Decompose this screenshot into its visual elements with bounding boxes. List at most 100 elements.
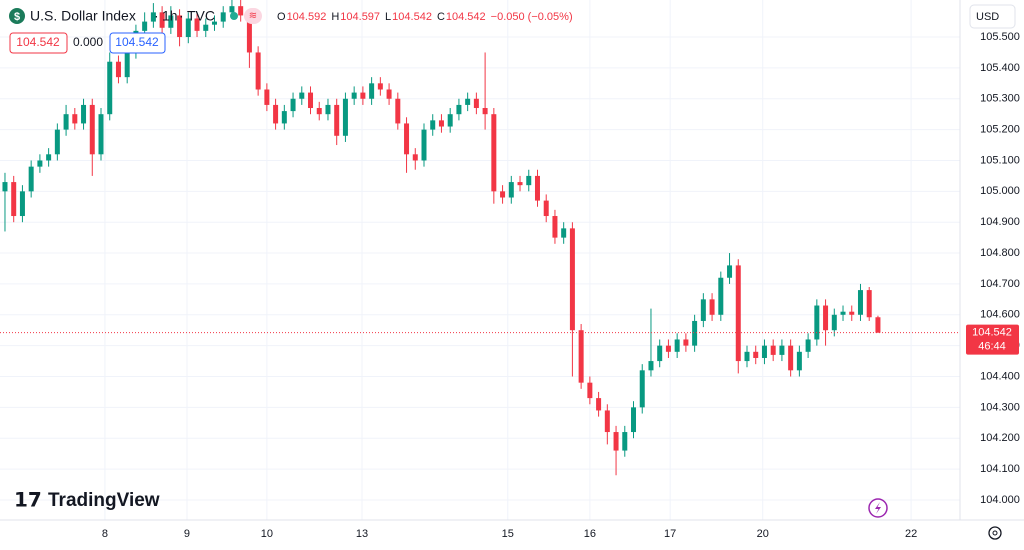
candle-body <box>639 370 645 408</box>
candle-body <box>500 191 506 198</box>
candle-body <box>857 290 863 315</box>
y-tick-label: 105.000 <box>980 185 1020 197</box>
settings-icon <box>992 530 998 536</box>
candle-body <box>308 92 314 109</box>
candle-body <box>718 277 724 315</box>
y-tick-label: 104.000 <box>980 494 1020 506</box>
candle-body <box>404 123 410 155</box>
ohlc-value: 104.542 <box>392 11 432 23</box>
candle-body <box>604 410 610 433</box>
candle-body <box>788 345 794 371</box>
y-tick-label: 105.300 <box>980 93 1020 105</box>
y-tick-label: 104.400 <box>980 370 1020 382</box>
candle-body <box>779 345 785 355</box>
ohlc-key: O <box>277 11 286 23</box>
y-tick-label: 104.600 <box>980 309 1020 321</box>
candle-body <box>281 111 287 124</box>
candle-body <box>805 339 811 352</box>
candle-body <box>325 104 331 115</box>
candle-body <box>107 61 113 115</box>
lightning-icon <box>875 502 881 514</box>
candle-body <box>683 339 689 346</box>
currency: USD <box>976 11 999 23</box>
candle-body <box>421 129 427 161</box>
x-tick-label: 8 <box>102 528 108 540</box>
candle-body <box>866 290 872 318</box>
candle-body <box>796 351 802 371</box>
candle-body <box>569 228 575 331</box>
candle-body <box>369 83 375 99</box>
currency-button[interactable] <box>969 4 1016 29</box>
y-tick-label: 104.200 <box>980 432 1020 444</box>
candle-body <box>142 21 148 31</box>
x-tick-label: 16 <box>584 528 596 540</box>
candle-body <box>159 12 165 28</box>
candle-body <box>89 104 95 155</box>
logo-mark: 𝟭𝟳 <box>14 489 42 511</box>
sell-price: 104.542 <box>16 35 60 49</box>
candle-body <box>631 407 637 433</box>
y-tick-label: 105.400 <box>980 62 1020 74</box>
candle-body <box>115 61 121 78</box>
x-tick-label: 10 <box>261 528 273 540</box>
candle-body <box>692 320 698 346</box>
spread: 0.000 <box>73 35 103 49</box>
candle-body <box>2 182 8 192</box>
candle-body <box>54 129 60 155</box>
x-tick-label: 9 <box>184 528 190 540</box>
ohlc-value: 104.597 <box>340 11 380 23</box>
symbol-icon <box>9 8 25 24</box>
exchange: TVC <box>187 8 215 24</box>
candle-body <box>447 114 453 127</box>
market-status[interactable] <box>230 12 238 20</box>
interval[interactable]: 1h <box>162 8 178 24</box>
ohlc-key: L <box>385 11 391 23</box>
candle-body <box>185 18 191 38</box>
buy-button[interactable] <box>109 32 166 54</box>
x-tick-label: 15 <box>502 528 514 540</box>
candle-body <box>744 351 750 362</box>
change: −0.050 (−0.05%) <box>491 11 573 23</box>
ohlc-key: H <box>331 11 339 23</box>
candle-body <box>386 89 392 99</box>
candle-body <box>273 104 279 124</box>
x-tick-label: 20 <box>757 528 769 540</box>
candle-body <box>63 114 69 130</box>
candle-body <box>491 114 497 192</box>
candles <box>0 0 960 476</box>
candle-body <box>177 15 183 38</box>
candle-body <box>517 182 523 186</box>
candle-body <box>46 154 52 161</box>
y-tick-label: 104.100 <box>980 463 1020 475</box>
candle-body <box>770 345 776 355</box>
candle-body <box>124 52 130 78</box>
y-tick-label: 104.300 <box>980 401 1020 413</box>
candle-body <box>665 345 671 352</box>
candle-body <box>814 305 820 340</box>
delay-icon: ≋ <box>249 11 257 22</box>
y-tick-label: 105.100 <box>980 154 1020 166</box>
candle-body <box>622 432 628 451</box>
candle-body <box>255 52 261 90</box>
sell-button[interactable] <box>9 32 68 54</box>
x-tick-label: 17 <box>664 528 676 540</box>
candle-body <box>342 98 348 136</box>
price-tag <box>966 324 1019 355</box>
price-tag-price: 104.542 <box>972 327 1012 339</box>
candle-body <box>587 382 593 399</box>
delay-badge[interactable] <box>244 8 262 24</box>
ohlc-value: 104.592 <box>287 11 327 23</box>
candle-body <box>526 175 532 186</box>
ohlc-legend: O 104.592 H 104.597 L 104.542 C 104.542 −0.050 (… <box>277 11 573 23</box>
symbol-icon-glyph: $ <box>14 11 20 23</box>
price-tag-countdown: 46:44 <box>978 341 1006 353</box>
candle-body <box>543 200 549 217</box>
candle-body <box>19 191 25 217</box>
candle-body <box>674 339 680 352</box>
y-tick-label: 104.900 <box>980 216 1020 228</box>
symbol-name[interactable]: U.S. Dollar Index <box>30 8 136 24</box>
settings-button[interactable] <box>988 526 1002 540</box>
candle-body <box>150 12 156 22</box>
candle-body <box>395 98 401 124</box>
